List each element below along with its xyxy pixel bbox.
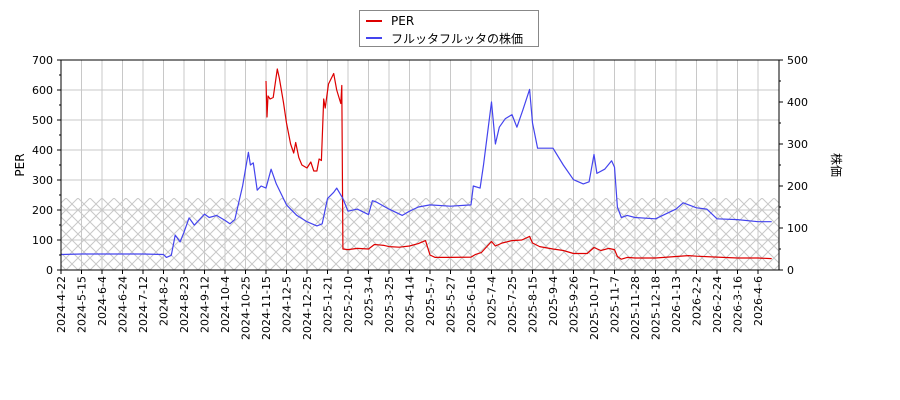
right-tick-label: 100 bbox=[787, 222, 808, 235]
x-tick-label: 2025-4-14 bbox=[404, 276, 417, 333]
x-tick-label: 2025-3-4 bbox=[363, 276, 376, 326]
legend-item-per: PER bbox=[366, 13, 414, 29]
right-tick-label: 300 bbox=[787, 138, 808, 151]
per-line bbox=[265, 68, 772, 260]
left-tick-label: 400 bbox=[32, 144, 53, 157]
x-tick-label: 2026-2-24 bbox=[711, 276, 724, 333]
x-tick-label: 2024-9-12 bbox=[199, 276, 212, 333]
x-tick-label: 2025-3-25 bbox=[383, 276, 396, 333]
left-tick-label: 300 bbox=[32, 174, 53, 187]
left-axis-title: PER bbox=[13, 153, 27, 176]
x-tick-label: 2025-12-18 bbox=[650, 276, 663, 340]
legend-item-price: フルッタフルッタの株価 bbox=[366, 30, 523, 46]
price-line bbox=[61, 88, 772, 258]
x-tick-label: 2025-10-17 bbox=[588, 276, 601, 340]
x-axis: 2024-4-22 2024-5-15 2024-6-4 2024-6-24 2024-… bbox=[55, 270, 765, 340]
x-tick-label: 2025-7-25 bbox=[506, 276, 519, 333]
left-tick-label: 500 bbox=[32, 114, 53, 127]
legend: PER フルッタフルッタの株価 bbox=[359, 10, 539, 47]
legend-label-price: フルッタフルッタの株価 bbox=[391, 31, 524, 46]
hatched-band bbox=[61, 198, 779, 270]
x-tick-label: 2025-9-26 bbox=[568, 276, 581, 333]
x-tick-label: 2025-9-4 bbox=[547, 276, 560, 326]
x-tick-label: 2024-12-25 bbox=[301, 276, 314, 340]
x-tick-label: 2024-4-22 bbox=[55, 276, 68, 333]
x-tick-label: 2025-11-28 bbox=[629, 276, 642, 340]
x-tick-label: 2025-6-16 bbox=[465, 276, 478, 333]
x-tick-label: 2024-11-15 bbox=[260, 276, 273, 340]
right-tick-label: 200 bbox=[787, 180, 808, 193]
legend-swatch-price bbox=[366, 37, 382, 39]
x-tick-label: 2025-5-27 bbox=[445, 276, 458, 333]
x-tick-label: 2025-1-21 bbox=[322, 276, 335, 333]
x-tick-label: 2024-7-12 bbox=[137, 276, 150, 333]
x-tick-label: 2025-7-4 bbox=[486, 276, 499, 326]
x-tick-label: 2025-8-15 bbox=[527, 276, 540, 333]
x-tick-label: 2025-11-7 bbox=[609, 276, 622, 333]
x-tick-label: 2024-12-5 bbox=[281, 276, 294, 333]
legend-label-per: PER bbox=[391, 14, 415, 28]
left-axis: 0 100 200 300 400 500 600 700 bbox=[32, 54, 61, 277]
x-tick-label: 2024-8-23 bbox=[178, 276, 191, 333]
x-tick-label: 2024-6-4 bbox=[96, 276, 109, 326]
left-tick-label: 100 bbox=[32, 234, 53, 247]
x-tick-label: 2024-8-2 bbox=[158, 276, 171, 326]
legend-swatch-per bbox=[366, 20, 382, 22]
x-tick-label: 2026-1-13 bbox=[670, 276, 683, 333]
right-axis-title: 株価 bbox=[829, 153, 844, 177]
x-tick-label: 2024-10-25 bbox=[240, 276, 253, 340]
left-tick-label: 600 bbox=[32, 84, 53, 97]
right-tick-label: 500 bbox=[787, 54, 808, 67]
right-tick-label: 400 bbox=[787, 96, 808, 109]
x-tick-label: 2026-2-2 bbox=[691, 276, 704, 326]
x-tick-label: 2026-4-6 bbox=[752, 276, 765, 326]
x-tick-label: 2024-6-24 bbox=[117, 276, 130, 333]
x-tick-label: 2025-2-10 bbox=[342, 276, 355, 333]
left-tick-label: 700 bbox=[32, 54, 53, 67]
x-tick-label: 2025-5-7 bbox=[424, 276, 437, 326]
right-tick-label: 0 bbox=[787, 264, 794, 277]
right-axis: 0 100 200 300 400 500 bbox=[779, 54, 808, 277]
left-tick-label: 0 bbox=[46, 264, 53, 277]
x-tick-label: 2024-5-15 bbox=[76, 276, 89, 333]
x-tick-label: 2024-10-4 bbox=[219, 276, 232, 333]
x-tick-label: 2026-3-16 bbox=[732, 276, 745, 333]
series-group bbox=[61, 68, 772, 260]
left-tick-label: 200 bbox=[32, 204, 53, 217]
